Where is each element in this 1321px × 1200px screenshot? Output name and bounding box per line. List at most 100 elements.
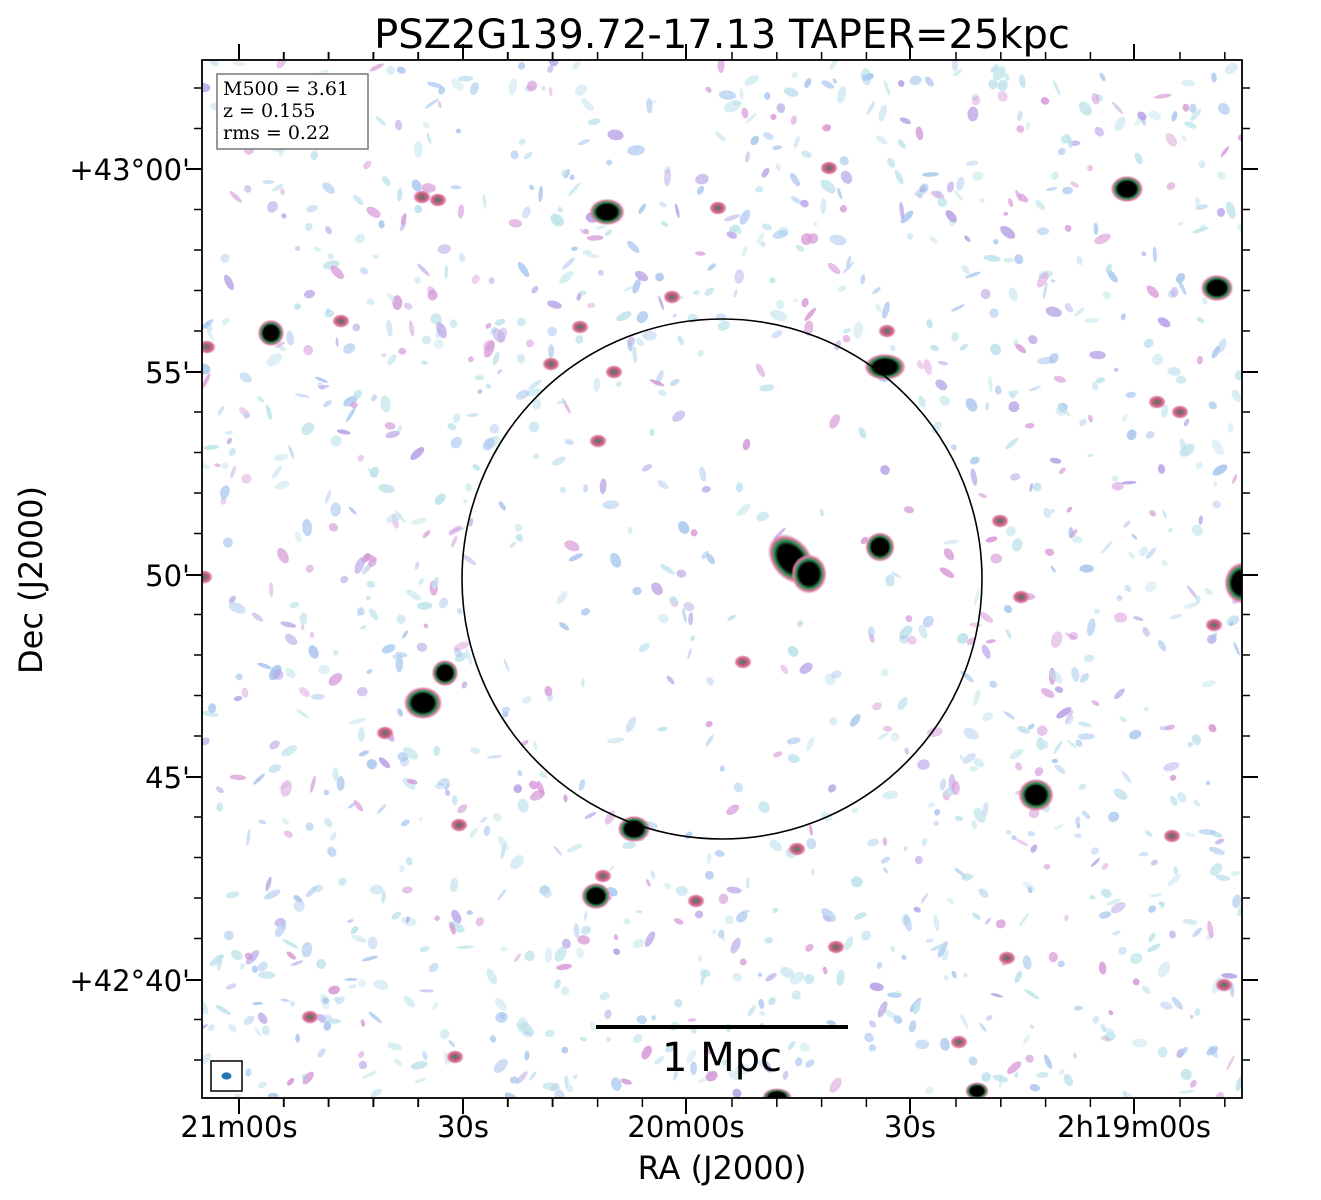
noise-speck <box>419 989 435 993</box>
noise-speck <box>580 608 591 616</box>
noise-speck <box>434 915 440 921</box>
noise-speck <box>1190 109 1201 121</box>
noise-speck <box>1180 1068 1192 1080</box>
noise-speck <box>209 954 225 967</box>
noise-speck <box>701 550 709 560</box>
noise-speck <box>494 318 506 326</box>
noise-speck <box>581 98 594 112</box>
radio-source-faint <box>202 570 213 584</box>
noise-speck <box>294 531 302 542</box>
noise-speck <box>561 1046 569 1054</box>
noise-speck <box>458 75 474 82</box>
noise-speck <box>904 747 910 755</box>
noise-speck <box>726 231 738 239</box>
noise-speck <box>651 1015 656 1021</box>
noise-speck <box>295 1033 300 1043</box>
noise-speck <box>485 323 492 329</box>
noise-speck <box>1040 688 1055 698</box>
noise-speck <box>613 948 621 956</box>
noise-speck <box>516 1017 528 1033</box>
noise-speck <box>715 131 726 142</box>
noise-speck <box>1226 1055 1235 1071</box>
noise-speck <box>1209 863 1223 876</box>
noise-speck <box>560 986 570 996</box>
noise-speck <box>450 877 458 892</box>
noise-speck <box>401 886 413 894</box>
noise-speck <box>235 673 243 681</box>
noise-speck <box>230 466 236 479</box>
map-area: M500 = 3.61 z = 0.155 rms = 0.22 1 Mpc <box>186 44 1258 1114</box>
noise-speck <box>742 438 751 451</box>
noise-speck <box>724 915 734 925</box>
noise-speck <box>1037 356 1055 365</box>
noise-speck <box>239 372 252 383</box>
noise-speck <box>1027 886 1033 894</box>
noise-speck <box>799 662 813 674</box>
noise-speck <box>1025 121 1031 131</box>
noise-speck <box>454 648 463 658</box>
noise-speck <box>860 274 866 285</box>
noise-speck <box>1029 483 1034 492</box>
noise-speck <box>274 341 286 348</box>
noise-speck <box>764 937 773 944</box>
noise-speck <box>665 1045 675 1053</box>
noise-speck <box>1029 1024 1034 1029</box>
noise-speck <box>469 827 478 838</box>
noise-speck <box>792 996 803 1000</box>
noise-speck <box>780 966 795 978</box>
noise-speck <box>926 319 933 329</box>
noise-speck <box>1014 1072 1019 1078</box>
noise-speck <box>939 1037 950 1051</box>
noise-speck <box>303 345 314 356</box>
noise-speck <box>787 645 799 657</box>
noise-speck <box>386 513 402 523</box>
noise-speck <box>1074 307 1085 317</box>
noise-speck <box>951 780 960 796</box>
noise-speck <box>544 685 553 697</box>
noise-speck <box>508 218 523 228</box>
noise-speck <box>732 972 743 982</box>
noise-speck <box>444 782 451 791</box>
noise-speck <box>972 171 984 181</box>
noise-speck <box>1050 565 1056 573</box>
noise-speck <box>982 712 994 722</box>
noise-speck <box>1074 816 1081 825</box>
noise-speck <box>355 233 365 244</box>
noise-speck <box>1058 1069 1065 1075</box>
noise-speck <box>683 602 695 612</box>
noise-speck <box>514 523 523 532</box>
noise-speck <box>675 203 680 218</box>
noise-speck <box>756 511 769 522</box>
noise-speck <box>1211 72 1217 83</box>
noise-speck <box>515 533 523 541</box>
noise-speck <box>386 292 396 303</box>
noise-speck <box>775 163 781 172</box>
noise-speck <box>366 580 376 588</box>
noise-speck <box>513 784 523 794</box>
noise-speck <box>547 65 554 73</box>
noise-speck <box>851 807 859 814</box>
radio-source-faint <box>709 201 727 215</box>
noise-speck <box>258 1081 267 1089</box>
noise-speck <box>1007 1061 1022 1074</box>
noise-speck <box>290 960 304 966</box>
noise-speck <box>246 829 251 846</box>
radio-source-faint <box>542 357 560 371</box>
noise-speck <box>877 732 890 741</box>
noise-speck <box>510 855 524 870</box>
noise-speck <box>1204 587 1213 596</box>
noise-speck <box>258 971 276 979</box>
noise-speck <box>224 430 234 435</box>
noise-speck <box>734 1063 750 1075</box>
noise-speck <box>920 893 928 904</box>
noise-speck <box>1146 285 1160 298</box>
noise-speck <box>208 703 217 714</box>
noise-speck <box>1048 951 1058 963</box>
noise-speck <box>593 377 601 392</box>
noise-speck <box>827 262 841 275</box>
noise-speck <box>1189 103 1197 113</box>
noise-speck <box>522 696 532 704</box>
noise-speck <box>965 271 981 279</box>
noise-speck <box>492 351 500 365</box>
noise-speck <box>822 966 828 975</box>
